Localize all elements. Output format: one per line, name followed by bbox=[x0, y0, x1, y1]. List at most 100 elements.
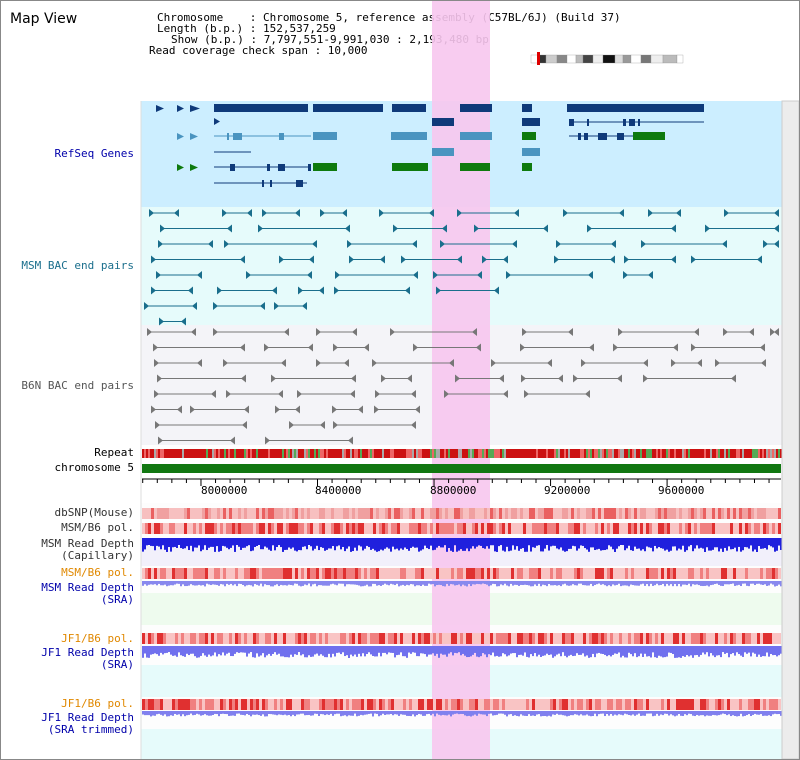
depth-bar bbox=[292, 581, 294, 586]
dbsnp-track-label[interactable]: dbSNP(Mouse) bbox=[54, 506, 134, 519]
depth-bar bbox=[578, 711, 580, 716]
msm-b6-pol-label-2[interactable]: MSM/B6 pol. bbox=[61, 566, 134, 579]
heat-cell bbox=[172, 508, 175, 519]
heat-cell bbox=[532, 633, 535, 644]
depth-bar bbox=[208, 646, 210, 655]
heat-cell bbox=[625, 568, 628, 579]
depth-bar bbox=[234, 711, 236, 716]
heat-cell bbox=[439, 699, 442, 710]
depth-bar bbox=[626, 646, 628, 658]
jf1-read-depth-sra-label[interactable]: JF1 Read Depth bbox=[41, 646, 134, 659]
repeat-segment bbox=[424, 449, 426, 458]
depth-bar bbox=[642, 711, 644, 716]
depth-bar bbox=[258, 646, 260, 657]
depth-bar bbox=[602, 646, 604, 655]
heat-cell bbox=[553, 699, 556, 710]
chromosome-track-label[interactable]: chromosome 5 bbox=[54, 461, 134, 474]
msm-bac-pair-end bbox=[556, 240, 561, 248]
heat-cell bbox=[682, 633, 685, 644]
msm-bac-pair-end bbox=[671, 255, 676, 264]
heat-cell bbox=[214, 699, 217, 710]
msm-b6-pol-label-1[interactable]: MSM/B6 pol. bbox=[61, 521, 134, 534]
depth-bar bbox=[440, 538, 442, 548]
heat-cell bbox=[232, 508, 235, 519]
depth-bar bbox=[264, 538, 266, 547]
refseq-track-label[interactable]: RefSeq Genes bbox=[54, 147, 134, 160]
depth-bar bbox=[392, 581, 394, 585]
msm-bac-track-label[interactable]: MSM BAC end pairs bbox=[21, 259, 134, 272]
heat-cell bbox=[346, 523, 349, 534]
depth-bar bbox=[280, 711, 282, 715]
heat-cell bbox=[232, 633, 235, 644]
depth-bar bbox=[616, 538, 618, 549]
msm-read-depth-capillary-label[interactable]: MSM Read Depth bbox=[41, 537, 134, 550]
msm-read-depth-sra-label[interactable]: MSM Read Depth bbox=[41, 581, 134, 594]
depth-bar bbox=[534, 581, 536, 585]
heat-cell bbox=[337, 508, 340, 519]
depth-bar bbox=[528, 711, 530, 715]
jf1-read-depth-trimmed-label[interactable]: JF1 Read Depth bbox=[41, 711, 134, 724]
repeat-segment bbox=[382, 449, 384, 458]
depth-bar bbox=[348, 711, 350, 716]
heat-cell bbox=[400, 699, 403, 710]
heat-cell bbox=[193, 523, 196, 534]
heat-cell bbox=[283, 699, 286, 710]
depth-bar bbox=[780, 538, 782, 550]
depth-bar bbox=[218, 646, 220, 655]
depth-bar bbox=[558, 581, 560, 586]
heat-cell bbox=[604, 508, 607, 519]
b6n-bac-pair-end bbox=[613, 343, 618, 352]
msm-bac-pair-end bbox=[181, 317, 186, 326]
jf1-b6-pol-label-2[interactable]: JF1/B6 pol. bbox=[61, 697, 134, 710]
depth-bar bbox=[468, 711, 470, 716]
heat-cell bbox=[388, 523, 391, 534]
depth-bar bbox=[144, 711, 146, 716]
repeat-segment bbox=[458, 449, 460, 458]
depth-bar bbox=[260, 646, 262, 656]
heat-cell bbox=[547, 568, 550, 579]
depth-bar bbox=[746, 538, 748, 548]
repeat-segment bbox=[228, 449, 230, 458]
depth-bar bbox=[432, 581, 434, 585]
gene-exon bbox=[638, 119, 640, 126]
repeat-track-label[interactable]: Repeat bbox=[94, 446, 134, 459]
heat-cell bbox=[445, 633, 448, 644]
depth-bar bbox=[166, 538, 168, 552]
repeat-segment bbox=[670, 449, 672, 458]
repeat-segment bbox=[754, 449, 756, 458]
heat-cell bbox=[676, 633, 679, 644]
depth-bar bbox=[226, 581, 228, 584]
heat-cell bbox=[739, 633, 742, 644]
heat-cell bbox=[778, 568, 781, 579]
heat-cell bbox=[391, 699, 394, 710]
heat-cell bbox=[532, 568, 535, 579]
depth-bar bbox=[358, 646, 360, 654]
depth-bar bbox=[422, 538, 424, 550]
repeat-segment bbox=[148, 449, 150, 458]
depth-bar bbox=[626, 538, 628, 549]
depth-bar bbox=[398, 711, 400, 716]
vertical-scrollbar[interactable] bbox=[781, 100, 799, 759]
heat-cell bbox=[475, 699, 478, 710]
b6n-bac-pair-end bbox=[213, 328, 218, 336]
repeat-segment bbox=[560, 449, 562, 458]
heat-cell bbox=[466, 523, 469, 534]
repeat-segment bbox=[764, 449, 766, 458]
repeat-segment bbox=[374, 449, 376, 458]
heat-cell bbox=[661, 568, 664, 579]
depth-bar bbox=[364, 646, 366, 657]
heat-cell bbox=[373, 633, 376, 644]
heat-cell bbox=[436, 523, 439, 534]
heat-cell bbox=[169, 699, 172, 710]
depth-bar bbox=[238, 581, 240, 584]
heat-cell bbox=[655, 508, 658, 519]
heat-cell bbox=[403, 699, 406, 710]
heat-cell bbox=[565, 523, 568, 534]
depth-bar bbox=[318, 646, 320, 656]
jf1-b6-pol-label-1[interactable]: JF1/B6 pol. bbox=[61, 632, 134, 645]
depth-bar bbox=[336, 581, 338, 586]
b6n-bac-track-label[interactable]: B6N BAC end pairs bbox=[21, 379, 134, 392]
heat-cell bbox=[352, 508, 355, 519]
depth-bar bbox=[274, 581, 276, 586]
